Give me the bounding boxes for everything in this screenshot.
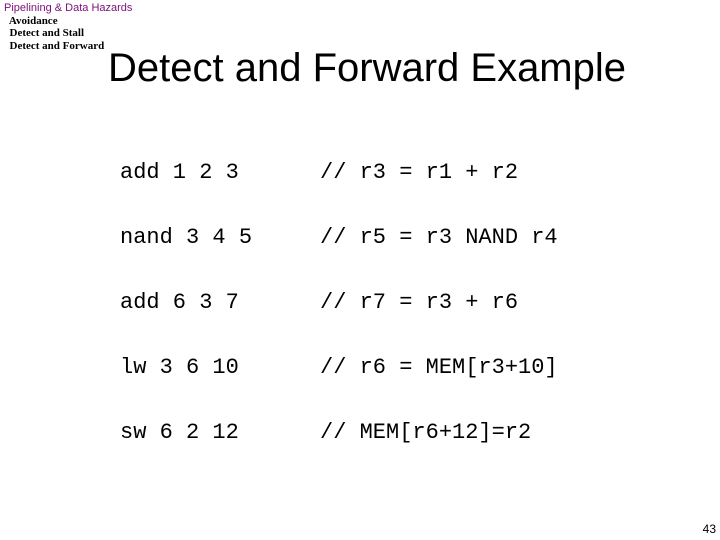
code-comment: // r3 = r1 + r2 (320, 160, 518, 185)
code-instr: sw 6 2 12 (120, 420, 320, 445)
code-row: add 1 2 3 // r3 = r1 + r2 (120, 160, 558, 185)
code-row: nand 3 4 5 // r5 = r3 NAND r4 (120, 225, 558, 250)
code-comment: // MEM[r6+12]=r2 (320, 420, 531, 445)
page-title: Detect and Forward Example (108, 46, 626, 91)
code-block: add 1 2 3 // r3 = r1 + r2 nand 3 4 5 // … (120, 160, 558, 485)
code-instr: add 6 3 7 (120, 290, 320, 315)
breadcrumb: Pipelining & Data Hazards Avoidance Dete… (4, 2, 132, 53)
code-instr: add 1 2 3 (120, 160, 320, 185)
code-comment: // r7 = r3 + r6 (320, 290, 518, 315)
code-row: lw 3 6 10 // r6 = MEM[r3+10] (120, 355, 558, 380)
page-number: 43 (703, 522, 716, 536)
breadcrumb-item-detect-stall: Detect and Stall (4, 27, 132, 40)
breadcrumb-root: Pipelining & Data Hazards (4, 2, 132, 15)
code-comment: // r5 = r3 NAND r4 (320, 225, 558, 250)
code-comment: // r6 = MEM[r3+10] (320, 355, 558, 380)
code-instr: nand 3 4 5 (120, 225, 320, 250)
code-row: sw 6 2 12 // MEM[r6+12]=r2 (120, 420, 558, 445)
breadcrumb-item-avoidance: Avoidance (4, 15, 132, 28)
code-instr: lw 3 6 10 (120, 355, 320, 380)
code-row: add 6 3 7 // r7 = r3 + r6 (120, 290, 558, 315)
